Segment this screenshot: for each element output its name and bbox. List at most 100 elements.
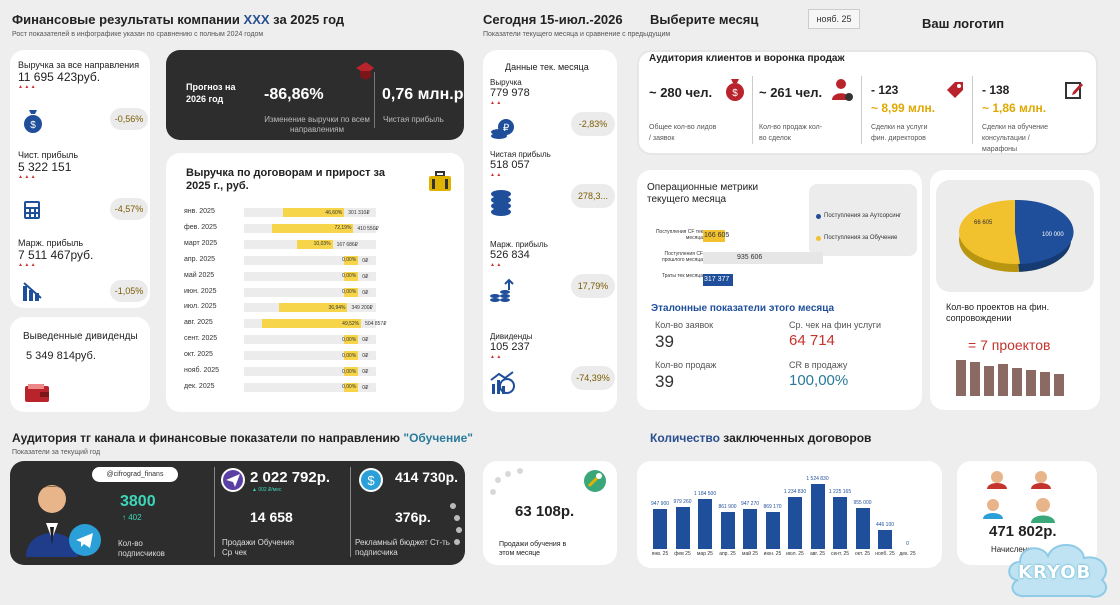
contract-row-value: 504 857₽ [365,321,387,328]
contracts-count-month: май 25 [742,551,758,557]
tg-sales-label: Продажи Обучения Ср чек [222,538,295,557]
svg-text:$: $ [732,88,738,99]
contract-row-month: май 2025 [184,271,215,279]
month-select[interactable]: нояб. 25 [808,9,860,29]
projects-mini-bar [1012,368,1022,396]
month-item-delta: 17,79% [571,274,615,298]
month-data-title: Данные тек. месяца [505,62,589,72]
contract-row-bar: 46,60% [282,208,345,217]
pie-label-education: 66 605 [974,220,993,226]
contracts-count-card: 947 900 янв. 25 979 260 фев 25 1 184 500 мар … [637,461,942,568]
ops-bar [703,252,823,264]
contract-row-bar: 72,19% [271,223,354,233]
contract-row-month: янв. 2025 [184,208,215,215]
contract-row-bar: 49,52% [262,319,362,329]
contracts-count-value: 0 [906,541,909,547]
ops-bar-label: Поступления CF тек месяца [655,229,703,241]
contract-row-value: 410 550₽ [357,225,379,232]
dividends-card: Выведенные дивиденды 5 349 814руб. [10,317,150,412]
contract-row-track [244,351,376,361]
audience-item-leads: ~ 280 чел. $ Общее кол-во лидов / заявок [649,76,749,148]
projects-mini-bar [970,362,980,396]
tg-handle[interactable]: @cifrograd_finans [92,467,178,482]
contracts-count-month: авг. 25 [810,551,825,557]
contract-row-bar: 0,00% [342,367,359,376]
contract-row-value: 301 310₽ [348,210,370,216]
svg-text:₽: ₽ [503,123,510,134]
pie-card: 66 605 100 000 Кол-во проектов на фин. с… [930,170,1100,410]
contract-row-month: авг. 2025 [184,319,213,327]
calculator-icon [23,200,41,225]
contract-row-bar: 0,00% [342,271,359,281]
benchmarks-title: Эталонные показатели этого месяца [651,303,835,314]
net-profit-value: 5 322 151 [18,160,72,174]
telegram-icon[interactable] [68,523,102,562]
ops-bar [703,230,725,242]
contract-row-month: фев. 2025 [184,223,217,231]
projects-mini-bar [998,364,1008,396]
tg-subscribers: 3800 [120,493,156,510]
contract-row-bar: 0,00% [342,287,359,297]
contracts-count-value: 947 900 [650,500,670,507]
legend-label-education: Поступления за Обучение [824,235,898,241]
tg-divider-1 [214,467,215,557]
tg-divider-2 [350,467,351,557]
contracts-count-month: апр. 25 [719,551,736,557]
contracts-count-bar [810,484,825,549]
contract-row-value: 0₽ [362,353,369,360]
projects-mini-bar [1054,374,1064,396]
deco-dot [505,471,511,477]
month-item-value: 779 978 [490,87,530,99]
contract-row-value: 0₽ [362,384,369,391]
month-item-label: Марж. прибыль [490,240,548,249]
revenue-delta: -0,56% [110,108,148,130]
forecast-change-value: -86,86% [264,86,324,103]
tg-title: Аудитория тг канала и финансовые показат… [12,431,473,445]
month-item-delta: -74,39% [571,366,615,390]
person-red-icon [831,78,853,107]
bench-sales-label: Кол-во продаж [655,360,717,370]
forecast-label: Прогноз на 2026 год [186,82,236,104]
deco-dot [456,527,462,533]
ops-title: Операционные метрики текущего месяца [647,182,759,205]
audience-divider-3 [972,76,973,144]
contract-row-bar: 36,94% [278,303,348,313]
contracts-count-value: 1 524 830 [806,476,829,483]
money-bag-red-icon: $ [725,78,745,107]
contracts-count-value: 1 184 500 [693,490,717,497]
page-subtitle: Рост показателей в инфографике указан по… [12,31,264,38]
tg-subs-label: Кол-во подписчиков [118,539,165,558]
bench-check-label: Ср. чек на фин услуги [789,320,881,330]
ops-card: Операционные метрики текущего месяца Пос… [637,170,922,410]
contract-row-month: сент. 2025 [184,335,218,343]
deco-dot [450,503,456,509]
projects-mini-bar [1026,370,1036,396]
bar-chart-down-icon [22,282,44,307]
edu-deals-label: Сделки на обучение консультации / марафо… [982,124,1048,153]
contracts-count-bar [675,507,690,549]
contract-row-month: нояб. 2025 [184,367,220,374]
coins-growth-icon [489,278,517,309]
month-item-mini: ▲ ▲ [490,354,502,360]
leads-label: Общее кол-во лидов / заявок [649,124,717,142]
contract-row-bar: 0,00% [342,382,359,392]
contract-row-value: 167 686₽ [336,241,358,248]
contract-row-month: апр. 2025 [184,255,216,263]
revenue-value: 11 695 423руб. [18,70,101,84]
legend-dot-education [816,236,821,241]
contract-row-month: март 2025 [184,239,218,247]
month-item-value: 518 057 [490,159,530,171]
contracts-count-bar [765,512,780,549]
contracts-count-bar [653,508,667,549]
bench-sales-value: 39 [655,372,674,391]
wrench-gear-icon [583,469,607,498]
month-item-delta: -2,83% [571,112,615,136]
contract-row-value: 0₽ [362,289,369,296]
leads-value: ~ 280 чел. [649,85,713,100]
dollar-coin-icon: $ [358,467,384,498]
contract-row-track [244,335,376,345]
contract-row-month: июн. 2025 [184,287,217,295]
contracts-count-month: окт. 25 [854,551,871,557]
logo-placeholder: Ваш логотип [922,16,1005,31]
contracts-count-bar [855,508,870,549]
